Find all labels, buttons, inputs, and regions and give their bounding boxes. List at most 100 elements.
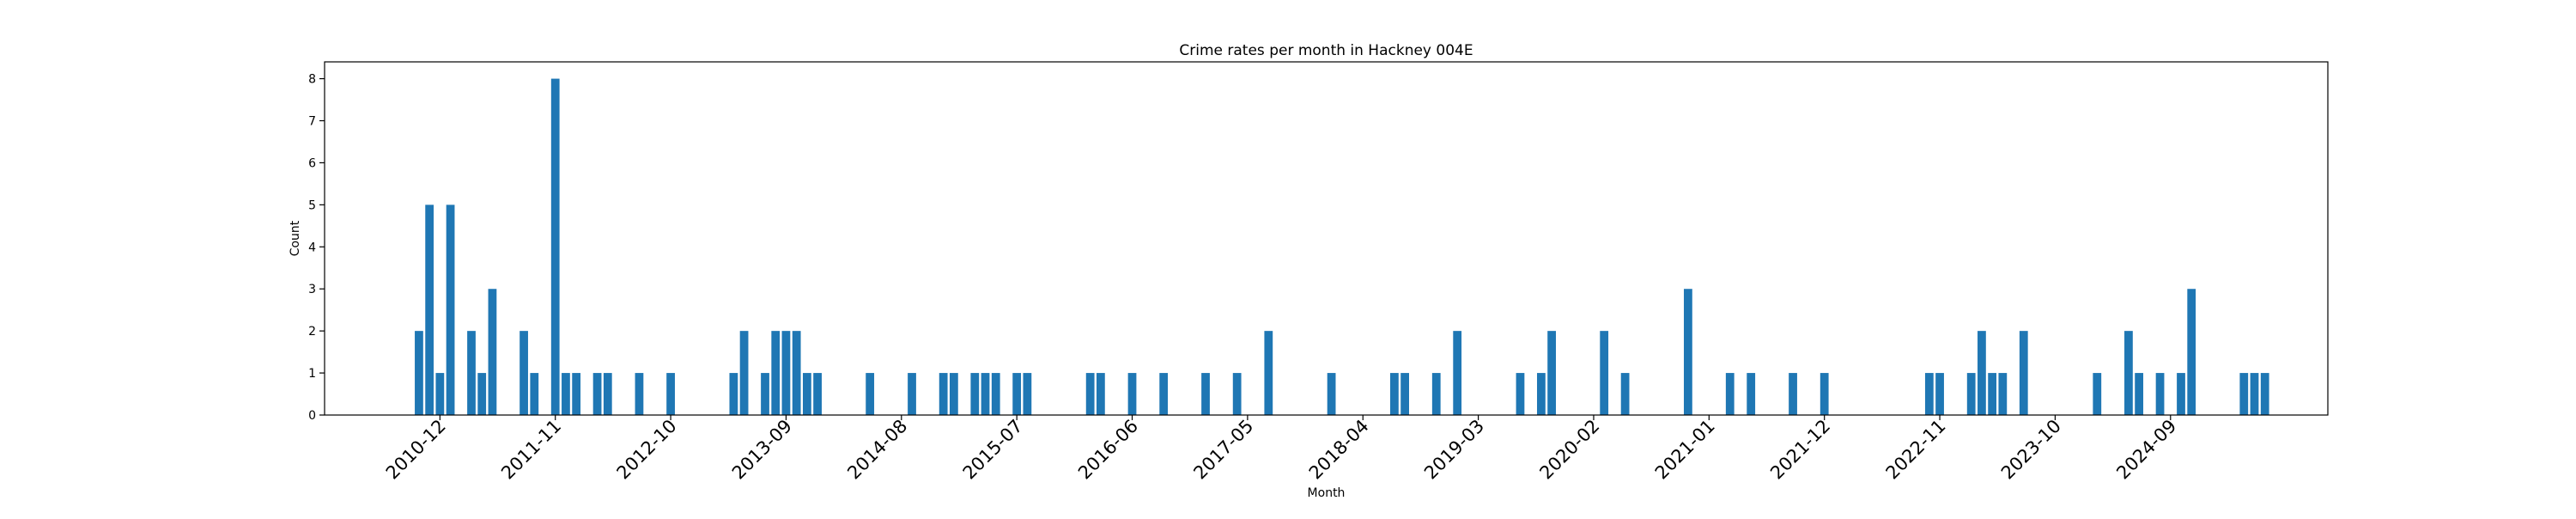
x-tick-label: 2013-09	[728, 416, 796, 484]
bar-2021-03	[1725, 373, 1735, 415]
bar-2013-10	[792, 331, 801, 415]
bar-2014-12	[939, 373, 948, 415]
bar-2011-11	[550, 78, 560, 416]
x-tick-label: 2020-02	[1535, 416, 1603, 484]
bar-2013-08	[771, 331, 781, 415]
bar-2023-03	[1978, 331, 1986, 415]
chart-title: Crime rates per month in Hackney 004E	[1179, 42, 1473, 59]
bar-2013-09	[781, 331, 791, 415]
bar-2011-08	[519, 331, 528, 415]
bar-2018-01	[1327, 373, 1336, 415]
y-axis-ticks: 0 1 2 3 4 5 6 7 8	[308, 73, 325, 423]
x-tick-label: 2021-12	[1766, 416, 1834, 484]
bar-2023-07	[2019, 331, 2028, 415]
bar-2012-01	[572, 373, 581, 415]
x-tick-label: 2015-07	[959, 416, 1027, 484]
bar-2013-05	[739, 331, 749, 415]
x-tick-label: 2024-09	[2112, 416, 2180, 484]
bar-2015-01	[949, 373, 958, 415]
x-tick-label: 2010-12	[382, 416, 450, 484]
y-tick-label: 3	[308, 283, 316, 296]
bar-2020-03	[1600, 331, 1609, 415]
x-tick-label: 2022-11	[1882, 416, 1950, 484]
x-tick-label: 2012-10	[613, 416, 681, 484]
bar-2019-10	[1547, 331, 1557, 415]
bar-2011-04	[477, 373, 487, 415]
bar-2017-04	[1232, 373, 1242, 415]
x-tick-label: 2016-06	[1074, 416, 1142, 484]
bar-2014-05	[866, 373, 875, 415]
bar-2016-03	[1096, 373, 1105, 415]
x-tick-label: 2014-08	[843, 416, 911, 484]
bar-2017-01	[1201, 373, 1210, 415]
bar-2023-02	[1966, 373, 1976, 415]
bar-2017-07	[1264, 331, 1273, 415]
bar-2021-09	[1789, 373, 1797, 415]
bar-2019-07	[1516, 373, 1525, 415]
bar-2011-01	[446, 205, 455, 415]
bar-2010-12	[435, 373, 445, 415]
bar-2013-12	[813, 373, 822, 415]
bar-2024-08	[2155, 373, 2165, 415]
bar-2022-10	[1924, 373, 1934, 415]
x-tick-label: 2011-11	[497, 416, 565, 484]
bar-2021-05	[1747, 373, 1756, 415]
bar-2020-05	[1620, 373, 1630, 415]
bar-2016-06	[1127, 373, 1137, 415]
y-tick-label: 0	[308, 409, 316, 423]
y-tick-label: 7	[308, 115, 316, 129]
bar-2011-09	[530, 373, 539, 415]
bar-2024-11	[2187, 289, 2196, 415]
y-axis-label: Count	[289, 220, 302, 256]
x-tick-label: 2021-01	[1651, 416, 1719, 484]
bar-2018-08	[1400, 373, 1409, 415]
bar-2010-11	[425, 205, 434, 415]
bar-2018-11	[1431, 373, 1441, 415]
bar-2015-08	[1023, 373, 1032, 415]
bar-2013-04	[729, 373, 738, 415]
bar-2015-04	[981, 373, 990, 415]
bar-2019-09	[1537, 373, 1546, 415]
bar-2020-11	[1684, 289, 1692, 415]
bar-2023-04	[1988, 373, 1997, 415]
x-axis-ticks: 2010-12 2011-11 2012-10 2013-09 2014-08 2015-…	[382, 415, 2180, 484]
x-tick-label: 2017-05	[1189, 416, 1257, 484]
y-tick-label: 2	[308, 325, 316, 339]
bar-2014-09	[908, 373, 916, 415]
bar-2015-07	[1012, 373, 1022, 415]
x-tick-label: 2023-10	[1997, 416, 2065, 484]
bar-2024-10	[2177, 373, 2185, 415]
x-axis-label: Month	[1308, 486, 1346, 500]
bar-2018-07	[1390, 373, 1399, 415]
plot-frame	[324, 61, 2329, 416]
bar-2024-05	[2124, 331, 2133, 415]
bar-2011-12	[562, 373, 570, 415]
x-tick-label: 2019-03	[1420, 416, 1488, 484]
y-tick-label: 1	[308, 367, 316, 381]
bar-2019-01	[1453, 331, 1462, 415]
y-tick-label: 8	[308, 73, 316, 87]
bar-2011-03	[467, 331, 476, 415]
bar-2023-05	[1998, 373, 2008, 415]
bar-2010-10	[415, 331, 423, 415]
x-tick-label: 2018-04	[1305, 416, 1373, 484]
bar-2025-06	[2260, 373, 2269, 415]
bar-2011-05	[488, 289, 497, 415]
bar-2016-02	[1085, 373, 1095, 415]
bar-2013-07	[761, 373, 769, 415]
bar-2012-04	[603, 373, 612, 415]
y-tick-label: 5	[308, 198, 316, 212]
bars-group	[415, 78, 2269, 416]
bar-2012-10	[666, 373, 675, 415]
bar-2013-11	[802, 373, 811, 415]
bar-2016-09	[1159, 373, 1169, 415]
y-tick-label: 6	[308, 156, 316, 170]
bar-2024-06	[2135, 373, 2144, 415]
bar-2012-03	[592, 373, 602, 415]
bar-2025-05	[2250, 373, 2259, 415]
bar-2015-03	[970, 373, 980, 415]
bar-2022-11	[1935, 373, 1944, 415]
bar-2024-02	[2093, 373, 2102, 415]
